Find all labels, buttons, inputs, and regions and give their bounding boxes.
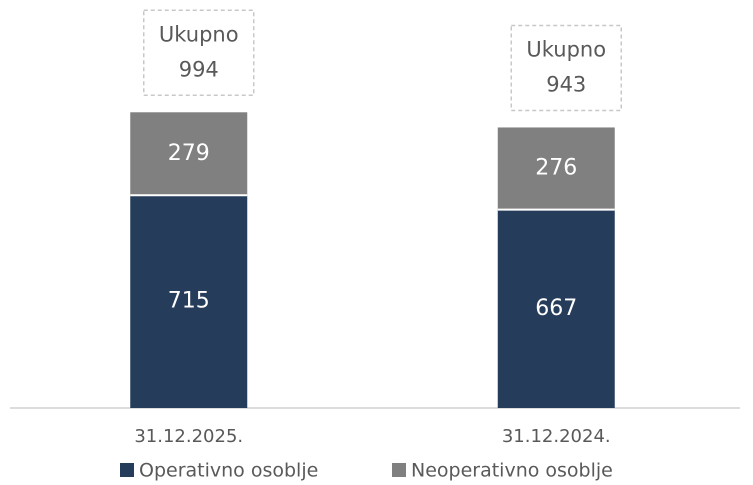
legend-marker [120,463,134,477]
total-value: 994 [179,57,219,81]
x-tick-label: 31.12.2024. [502,426,611,447]
legend-marker [392,463,406,477]
data-label: 667 [535,296,577,321]
data-label: 279 [168,141,210,166]
x-tick-label: 31.12.2025. [134,426,243,447]
legend-label: Operativno osoblje [139,460,318,482]
total-value: 943 [546,72,586,96]
legend-label: Neoperativno osoblje [411,460,613,482]
total-label: Ukupno [526,37,606,61]
data-label: 715 [168,289,210,314]
bar-segment [130,195,248,408]
bar-segment [130,112,248,196]
total-label: Ukupno [159,22,239,46]
bar-segment [497,209,615,408]
bar-segment [497,127,615,210]
data-label: 276 [535,156,577,181]
